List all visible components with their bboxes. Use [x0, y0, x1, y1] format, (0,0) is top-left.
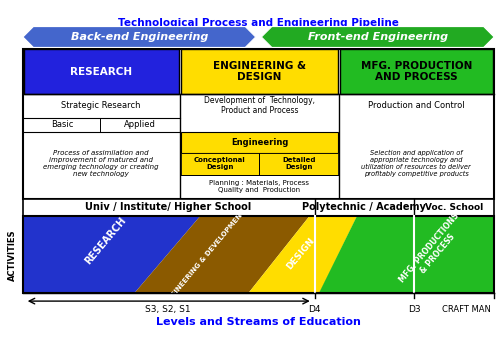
Text: Planning : Materials, Process
Quality and  Production: Planning : Materials, Process Quality an…: [209, 180, 309, 193]
Text: Basic: Basic: [51, 120, 73, 129]
Text: Levels and Streams of Education: Levels and Streams of Education: [156, 317, 360, 327]
Text: RESEARCH: RESEARCH: [70, 67, 132, 77]
FancyBboxPatch shape: [180, 49, 338, 94]
Text: Production and Control: Production and Control: [367, 101, 463, 110]
Text: Applied: Applied: [124, 120, 155, 129]
Text: S3, S2, S1: S3, S2, S1: [145, 305, 191, 314]
Text: Voc. School: Voc. School: [424, 203, 482, 211]
Text: Detailed
Design: Detailed Design: [282, 157, 316, 170]
Text: DESIGN: DESIGN: [284, 236, 316, 271]
FancyBboxPatch shape: [23, 49, 493, 199]
Polygon shape: [23, 27, 255, 48]
Text: Univ / Institute/ Higher School: Univ / Institute/ Higher School: [85, 202, 251, 212]
Text: RESEARCH: RESEARCH: [83, 216, 128, 267]
Polygon shape: [134, 216, 309, 293]
Polygon shape: [261, 27, 493, 48]
Text: Back-end Engineering: Back-end Engineering: [71, 32, 207, 42]
FancyBboxPatch shape: [259, 153, 338, 175]
Polygon shape: [23, 216, 200, 293]
FancyBboxPatch shape: [180, 153, 258, 175]
Text: Front-end Engineering: Front-end Engineering: [307, 32, 447, 42]
Text: ENGINEERING &
DESIGN: ENGINEERING & DESIGN: [212, 61, 306, 83]
Polygon shape: [247, 216, 357, 293]
Text: Technological Process and Engineering Pipeline: Technological Process and Engineering Pi…: [118, 18, 398, 28]
FancyBboxPatch shape: [340, 49, 492, 94]
FancyBboxPatch shape: [180, 132, 338, 153]
Text: D3: D3: [407, 305, 420, 314]
FancyBboxPatch shape: [24, 49, 178, 94]
Text: Selection and application of
appropriate technology and
utilization of resources: Selection and application of appropriate…: [361, 150, 470, 177]
Polygon shape: [319, 216, 493, 293]
Text: Conceptional
Design: Conceptional Design: [193, 157, 245, 170]
Text: Development of  Technology,
Product and Process: Development of Technology, Product and P…: [203, 96, 314, 115]
Text: MFG. PRODUCTIONS
& PROCESS: MFG. PRODUCTIONS & PROCESS: [397, 211, 468, 291]
Text: Polytechnic / Academy: Polytechnic / Academy: [302, 202, 425, 212]
Text: D4: D4: [308, 305, 320, 314]
Text: ENGINEERING & DEVELOPMENT: ENGINEERING & DEVELOPMENT: [163, 208, 246, 306]
Text: Process of assimilation and
improvement of matured and
emerging technology or cr: Process of assimilation and improvement …: [43, 150, 158, 177]
Text: Strategic Research: Strategic Research: [61, 101, 140, 110]
Text: ACTIVITIES: ACTIVITIES: [8, 230, 17, 281]
FancyBboxPatch shape: [23, 199, 493, 216]
Text: CRAFT MAN: CRAFT MAN: [441, 305, 490, 314]
Text: Engineering: Engineering: [230, 138, 288, 147]
Text: MFG. PRODUCTION
AND PROCESS: MFG. PRODUCTION AND PROCESS: [360, 61, 471, 83]
